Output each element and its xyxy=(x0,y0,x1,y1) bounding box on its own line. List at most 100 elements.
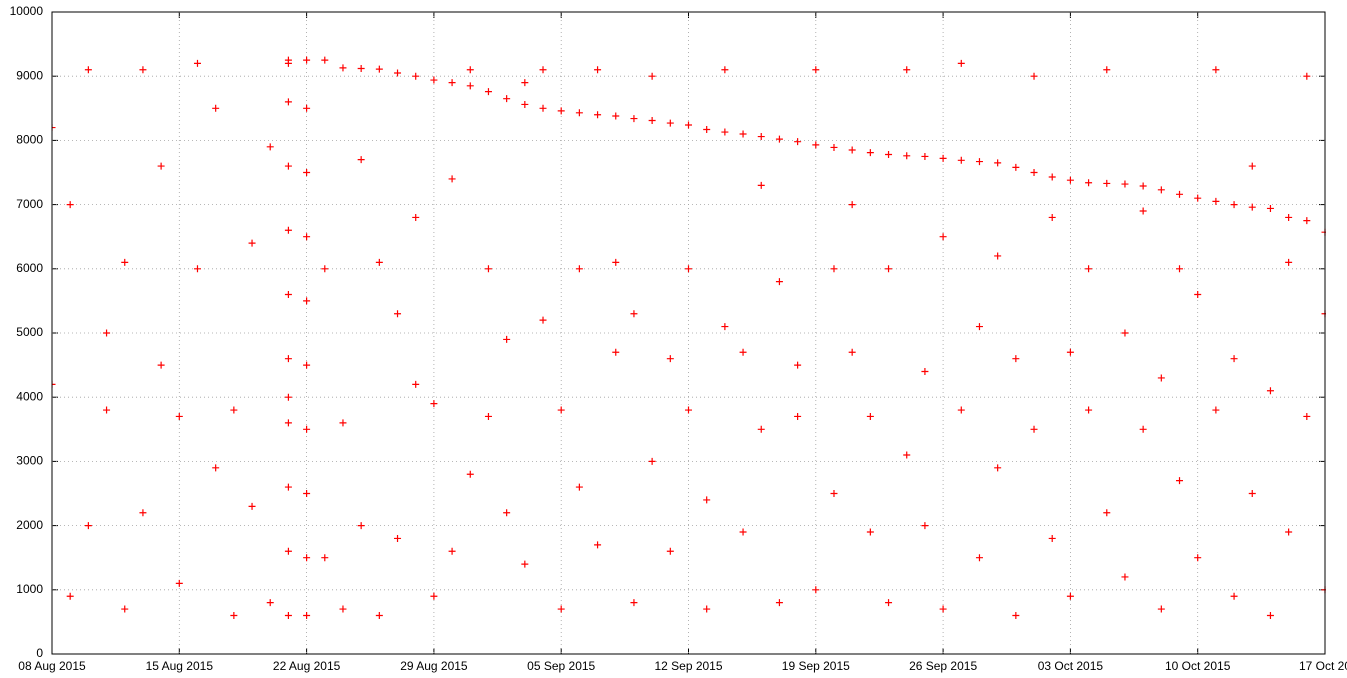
point xyxy=(1266,387,1274,395)
point xyxy=(139,509,147,517)
point xyxy=(594,541,602,549)
y-tick-label: 5000 xyxy=(16,325,43,339)
point xyxy=(284,393,292,401)
point xyxy=(412,380,420,388)
point xyxy=(994,252,1002,260)
y-tick-label: 9000 xyxy=(16,68,43,82)
point xyxy=(103,406,111,414)
point xyxy=(1121,180,1129,188)
point xyxy=(503,335,511,343)
x-tick-label: 10 Oct 2015 xyxy=(1165,659,1231,673)
point xyxy=(757,181,765,189)
point xyxy=(921,522,929,530)
point xyxy=(521,79,529,87)
point xyxy=(739,348,747,356)
point xyxy=(1266,204,1274,212)
y-tick-label: 6000 xyxy=(16,261,43,275)
point xyxy=(375,611,383,619)
point xyxy=(357,156,365,164)
point xyxy=(1212,66,1220,74)
point xyxy=(1194,554,1202,562)
point xyxy=(448,79,456,87)
point xyxy=(248,502,256,510)
point xyxy=(630,310,638,318)
point xyxy=(212,464,220,472)
x-tick-label: 05 Sep 2015 xyxy=(527,659,595,673)
point xyxy=(812,586,820,594)
point xyxy=(703,605,711,613)
point xyxy=(594,66,602,74)
point xyxy=(1066,592,1074,600)
point xyxy=(848,348,856,356)
point xyxy=(303,611,311,619)
point xyxy=(994,464,1002,472)
x-tick-label: 15 Aug 2015 xyxy=(146,659,214,673)
point xyxy=(1048,534,1056,542)
point xyxy=(1248,203,1256,211)
y-tick-label: 4000 xyxy=(16,389,43,403)
point xyxy=(503,509,511,517)
point xyxy=(685,121,692,129)
point xyxy=(1139,182,1147,190)
point xyxy=(1121,573,1129,581)
y-tick-label: 8000 xyxy=(16,133,43,147)
point xyxy=(885,265,893,273)
point xyxy=(1066,348,1074,356)
point xyxy=(375,258,383,266)
point xyxy=(539,66,547,74)
point xyxy=(848,201,856,209)
point xyxy=(394,69,402,77)
point xyxy=(1285,528,1293,536)
point xyxy=(357,522,365,530)
point xyxy=(1157,374,1165,382)
x-tick-label: 12 Sep 2015 xyxy=(654,659,722,673)
x-tick-label: 03 Oct 2015 xyxy=(1038,659,1104,673)
point xyxy=(139,66,147,74)
point xyxy=(1285,258,1293,266)
point xyxy=(1030,169,1038,176)
point xyxy=(1030,72,1038,80)
point xyxy=(557,406,565,414)
point xyxy=(284,56,292,64)
point xyxy=(994,159,1002,167)
point xyxy=(284,611,292,619)
point xyxy=(1157,186,1165,194)
point xyxy=(212,104,220,112)
point xyxy=(666,119,674,127)
point xyxy=(612,112,620,120)
point xyxy=(430,592,438,600)
point xyxy=(1066,176,1074,184)
point xyxy=(685,406,692,414)
point xyxy=(321,554,329,562)
point xyxy=(66,201,74,209)
point xyxy=(775,278,783,286)
point xyxy=(1212,406,1220,414)
point xyxy=(84,66,92,74)
point xyxy=(52,124,56,132)
y-tick-label: 7000 xyxy=(16,197,43,211)
point xyxy=(1230,592,1238,600)
point xyxy=(303,104,311,112)
point xyxy=(412,72,420,80)
y-tick-label: 3000 xyxy=(16,454,43,468)
point xyxy=(321,265,329,273)
point xyxy=(284,290,292,298)
point xyxy=(1048,173,1056,181)
point xyxy=(794,138,802,146)
point xyxy=(430,400,438,408)
point xyxy=(757,425,765,433)
y-tick-label: 10000 xyxy=(10,4,44,18)
point xyxy=(1085,265,1093,273)
point xyxy=(830,490,838,497)
x-tick-label: 22 Aug 2015 xyxy=(273,659,341,673)
point xyxy=(284,355,292,363)
point xyxy=(757,133,765,141)
point xyxy=(903,152,911,160)
point xyxy=(448,175,456,183)
x-tick-label: 19 Sep 2015 xyxy=(782,659,850,673)
x-tick-label: 29 Aug 2015 xyxy=(400,659,468,673)
point xyxy=(575,483,583,491)
point xyxy=(1248,162,1256,170)
point xyxy=(975,554,983,562)
